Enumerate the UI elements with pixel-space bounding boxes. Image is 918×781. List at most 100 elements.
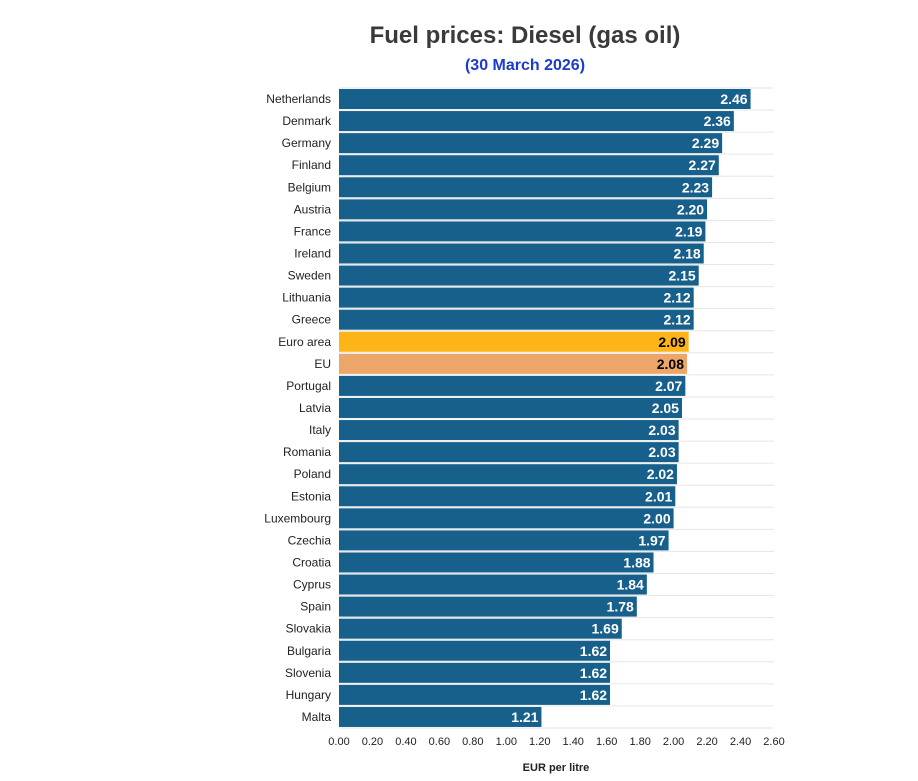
- category-label-lithuania: Lithuania: [282, 291, 331, 305]
- bar-lithuania: [339, 287, 694, 308]
- bar-sweden: [339, 265, 699, 286]
- category-label-belgium: Belgium: [288, 180, 331, 194]
- value-label-latvia: 2.05: [652, 400, 679, 416]
- x-tick-label: 2.00: [663, 736, 684, 748]
- value-label-estonia: 2.01: [645, 488, 672, 504]
- value-label-czechia: 1.97: [638, 532, 665, 548]
- bar-hungary: [339, 684, 611, 705]
- value-label-poland: 2.02: [647, 466, 674, 482]
- bar-latvia: [339, 397, 682, 418]
- bar-bulgaria: [339, 640, 611, 661]
- category-labels: Netherlands Denmark Germany Finland Belgium A…: [264, 92, 332, 724]
- bar-slovakia: [339, 618, 622, 639]
- x-tick-label: 0.80: [462, 736, 483, 748]
- x-axis-title: EUR per litre: [523, 762, 590, 774]
- category-label-czechia: Czechia: [288, 533, 332, 547]
- category-label-austria: Austria: [294, 202, 332, 216]
- bar-croatia: [339, 552, 654, 573]
- category-label-estonia: Estonia: [291, 489, 331, 503]
- value-label-greece: 2.12: [663, 312, 690, 328]
- category-label-greece: Greece: [292, 313, 332, 327]
- bar-greece: [339, 309, 694, 330]
- value-label-cyprus: 1.84: [617, 577, 644, 593]
- bar-romania: [339, 442, 679, 463]
- bar-poland: [339, 464, 677, 485]
- x-tick-label: 0.40: [395, 736, 416, 748]
- bar-portugal: [339, 375, 686, 396]
- bar-eu: [339, 353, 687, 374]
- category-label-france: France: [294, 224, 332, 238]
- value-label-hungary: 1.62: [580, 687, 607, 703]
- bar-belgium: [339, 177, 713, 198]
- category-label-netherlands: Netherlands: [266, 92, 331, 106]
- category-label-luxembourg: Luxembourg: [264, 511, 331, 525]
- value-label-finland: 2.27: [689, 157, 716, 173]
- bar-netherlands: [339, 89, 751, 109]
- bar-slovenia: [339, 662, 611, 683]
- value-label-lithuania: 2.12: [663, 290, 690, 306]
- bar-euro-area: [339, 331, 689, 352]
- x-tick-label: 1.60: [596, 736, 617, 748]
- category-label-ireland: Ireland: [294, 246, 331, 260]
- value-label-luxembourg: 2.00: [643, 510, 670, 526]
- bar-cyprus: [339, 574, 647, 595]
- category-label-romania: Romania: [283, 445, 331, 459]
- x-tick-label: 1.00: [496, 736, 517, 748]
- bar-germany: [339, 133, 723, 154]
- x-tick-label: 0.60: [429, 736, 450, 748]
- category-label-malta: Malta: [302, 710, 332, 724]
- value-label-portugal: 2.07: [655, 378, 682, 394]
- bar-finland: [339, 155, 719, 176]
- bar-france: [339, 221, 706, 242]
- bar-luxembourg: [339, 508, 674, 529]
- value-label-malta: 1.21: [511, 709, 538, 725]
- bar-czechia: [339, 530, 669, 551]
- value-label-belgium: 2.23: [682, 179, 709, 195]
- category-label-finland: Finland: [292, 158, 331, 172]
- value-label-germany: 2.29: [692, 135, 719, 151]
- category-label-slovakia: Slovakia: [286, 622, 332, 636]
- bars: [339, 89, 751, 727]
- x-tick-label: 0.20: [362, 736, 383, 748]
- x-tick-label: 1.40: [563, 736, 584, 748]
- value-label-france: 2.19: [675, 223, 702, 239]
- value-label-ireland: 2.18: [673, 245, 700, 261]
- value-label-euro-area: 2.09: [658, 334, 685, 350]
- value-label-austria: 2.20: [677, 201, 704, 217]
- x-tick-label: 2.60: [763, 736, 784, 748]
- x-tick-label: 2.20: [696, 736, 717, 748]
- category-label-croatia: Croatia: [292, 555, 331, 569]
- value-label-italy: 2.03: [648, 422, 675, 438]
- value-label-romania: 2.03: [648, 444, 675, 460]
- category-label-cyprus: Cyprus: [293, 578, 331, 592]
- category-label-slovenia: Slovenia: [285, 666, 331, 680]
- category-label-spain: Spain: [300, 600, 331, 614]
- category-label-eu: EU: [314, 357, 331, 371]
- x-axis-ticks: 0.00 0.20 0.40 0.60 0.80 1.00 1.20 1.40 1.60 1.80…: [328, 736, 784, 748]
- bar-spain: [339, 596, 637, 617]
- category-label-bulgaria: Bulgaria: [287, 644, 331, 658]
- chart-title: Fuel prices: Diesel (gas oil): [369, 22, 681, 49]
- value-label-spain: 1.78: [607, 599, 634, 615]
- value-label-sweden: 2.15: [668, 268, 695, 284]
- category-label-germany: Germany: [282, 136, 331, 150]
- category-label-euro-area: Euro area: [278, 335, 331, 349]
- x-tick-label: 0.00: [328, 736, 349, 748]
- x-tick-label: 1.80: [629, 736, 650, 748]
- value-label-denmark: 2.36: [704, 113, 731, 129]
- bar-malta: [339, 706, 542, 727]
- category-label-sweden: Sweden: [288, 269, 331, 283]
- bar-denmark: [339, 111, 734, 132]
- category-label-denmark: Denmark: [282, 114, 332, 128]
- category-label-portugal: Portugal: [286, 379, 331, 393]
- category-label-latvia: Latvia: [299, 401, 331, 415]
- chart-subtitle: (30 March 2026): [464, 57, 586, 74]
- value-label-bulgaria: 1.62: [580, 643, 607, 659]
- bar-ireland: [339, 243, 704, 264]
- x-tick-label: 1.20: [529, 736, 550, 748]
- category-label-hungary: Hungary: [286, 688, 331, 702]
- gridlines: [339, 87, 774, 729]
- value-label-netherlands: 2.46: [720, 91, 747, 107]
- value-label-croatia: 1.88: [623, 554, 650, 570]
